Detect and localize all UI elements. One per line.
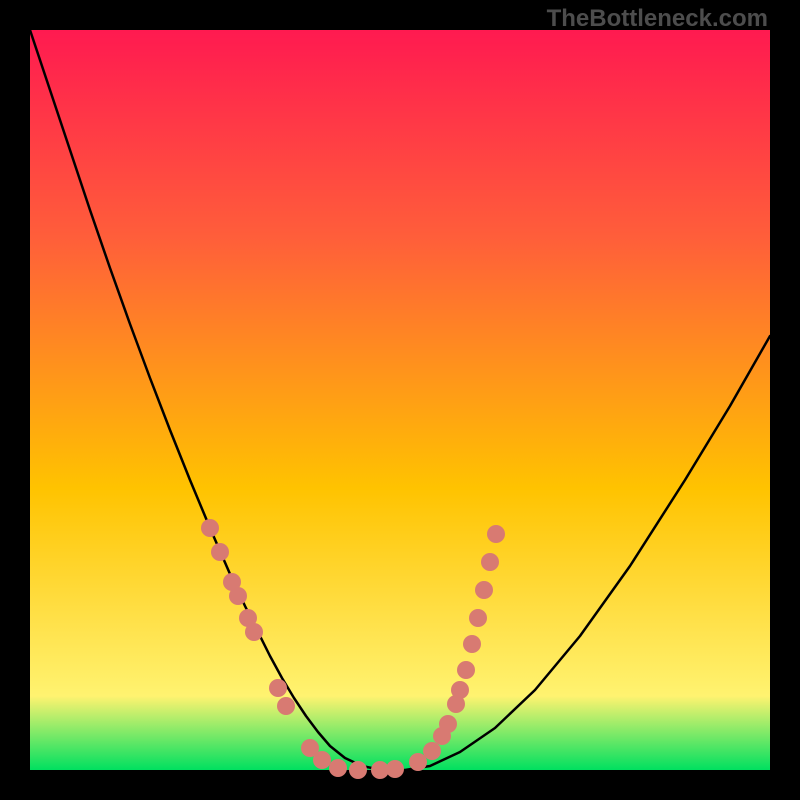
data-marker xyxy=(329,759,347,777)
data-marker xyxy=(481,553,499,571)
data-marker xyxy=(211,543,229,561)
data-marker xyxy=(475,581,493,599)
data-marker xyxy=(349,761,367,779)
data-marker xyxy=(487,525,505,543)
data-marker xyxy=(386,760,404,778)
data-marker xyxy=(245,623,263,641)
data-marker xyxy=(269,679,287,697)
data-marker xyxy=(463,635,481,653)
data-marker xyxy=(201,519,219,537)
data-marker xyxy=(439,715,457,733)
data-marker xyxy=(277,697,295,715)
markers-layer xyxy=(0,0,800,800)
data-marker xyxy=(423,742,441,760)
data-marker xyxy=(229,587,247,605)
chart-frame: TheBottleneck.com xyxy=(0,0,800,800)
data-marker xyxy=(457,661,475,679)
data-marker xyxy=(451,681,469,699)
data-marker xyxy=(469,609,487,627)
